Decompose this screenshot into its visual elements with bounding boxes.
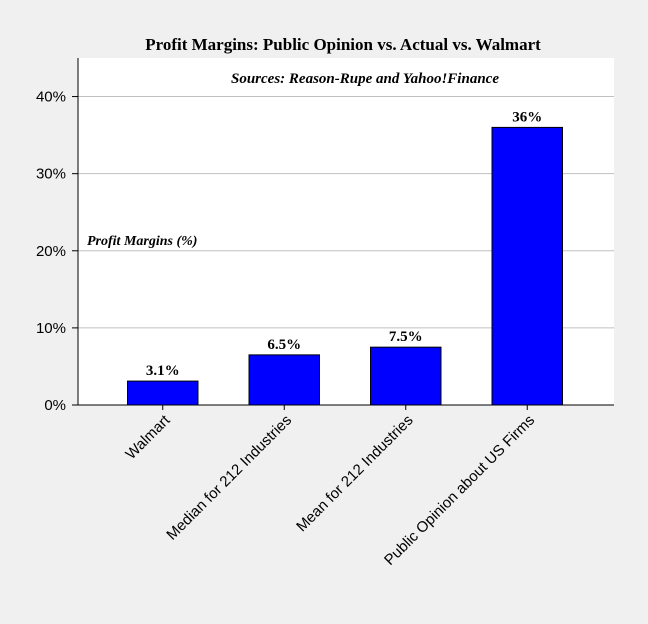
chart-title: Profit Margins: Public Opinion vs. Actua… xyxy=(145,35,541,54)
y-tick-label: 40% xyxy=(36,89,66,106)
y-tick-label: 10% xyxy=(36,320,66,337)
bar xyxy=(248,354,320,406)
value-label: 3.1% xyxy=(146,363,180,379)
bar xyxy=(491,126,563,406)
annotation: Profit Margins (%) xyxy=(87,234,197,249)
subtitle: Sources: Reason-Rupe and Yahoo!Finance xyxy=(231,71,499,87)
value-label: 7.5% xyxy=(389,329,423,345)
bar xyxy=(127,380,199,406)
value-label: 36% xyxy=(512,109,542,125)
y-tick-label: 20% xyxy=(36,243,66,260)
bar xyxy=(370,346,442,406)
y-tick-label: 0% xyxy=(44,397,66,414)
y-tick-label: 30% xyxy=(36,166,66,183)
value-label: 6.5% xyxy=(267,337,301,353)
